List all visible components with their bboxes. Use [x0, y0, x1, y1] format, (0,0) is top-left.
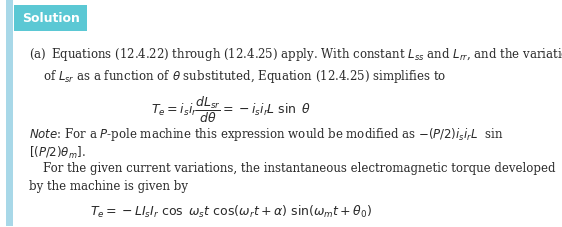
Text: For the given current variations, the instantaneous electromagnetic torque devel: For the given current variations, the in… — [43, 162, 556, 175]
Text: $[(P/2)\theta_m]$.: $[(P/2)\theta_m]$. — [29, 144, 85, 160]
Text: $T_e = -LI_s I_r\ \cos\ \omega_s t\ \cos(\omega_r t + \alpha)\ \sin(\omega_m t +: $T_e = -LI_s I_r\ \cos\ \omega_s t\ \cos… — [90, 203, 373, 219]
FancyBboxPatch shape — [6, 1, 13, 226]
Text: $\mathit{Note}$: For a $P$-pole machine this expression would be modified as $-(: $\mathit{Note}$: For a $P$-pole machine … — [29, 126, 503, 143]
Text: of $L_{sr}$ as a function of $\theta$ substituted, Equation (12.4.25) simplifies: of $L_{sr}$ as a function of $\theta$ su… — [43, 67, 447, 84]
Text: $T_e = i_s i_r \dfrac{dL_{sr}}{d\theta} = -i_s i_r L\ \sin\ \theta$: $T_e = i_s i_r \dfrac{dL_{sr}}{d\theta} … — [151, 94, 311, 124]
Text: (a) Equations (12.4.22) through (12.4.25) apply. With constant $L_{ss}$ and $L_{: (a) Equations (12.4.22) through (12.4.25… — [29, 46, 562, 63]
Text: Solution: Solution — [22, 12, 80, 25]
FancyBboxPatch shape — [14, 6, 87, 32]
Text: by the machine is given by: by the machine is given by — [29, 180, 188, 192]
